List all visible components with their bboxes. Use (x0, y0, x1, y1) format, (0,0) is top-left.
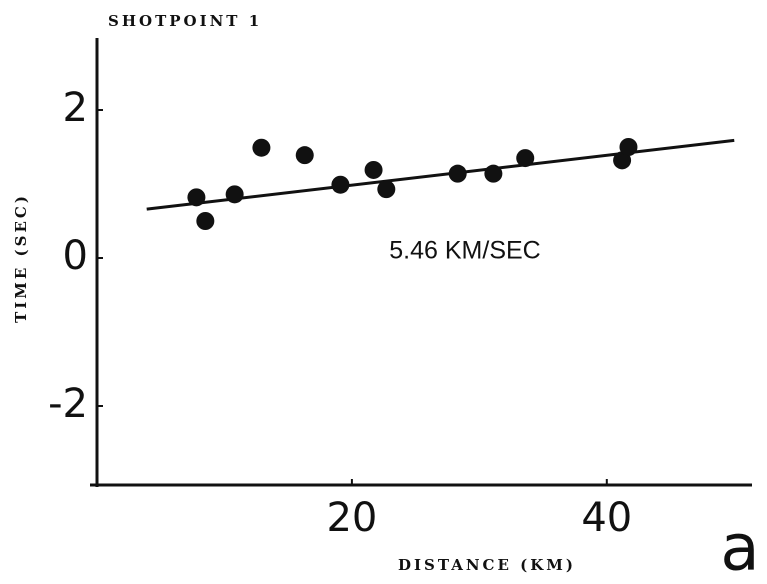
y-tick-label: -2 (48, 381, 88, 427)
y-axis-label: TIME (SEC) (12, 193, 30, 323)
data-point (619, 138, 638, 156)
data-point (448, 164, 467, 183)
x-tick-label: 20 (326, 495, 377, 541)
y-tick-label: 2 (63, 85, 88, 131)
data-point (295, 146, 314, 165)
annotation: 5.46 KM/SEC (389, 237, 540, 265)
panel-label: a (720, 512, 759, 584)
data-point (252, 138, 271, 157)
data-point (613, 151, 632, 170)
data-point (516, 149, 535, 168)
data-point (331, 175, 350, 194)
x-axis-label: DISTANCE (KM) (398, 556, 576, 574)
data-point (377, 180, 396, 199)
data-point (225, 185, 244, 204)
chart-title: SHOTPOINT 1 (108, 12, 262, 30)
y-tick-label: 0 (63, 233, 88, 279)
x-tick-label: 40 (581, 495, 632, 541)
data-point (196, 212, 215, 230)
data-point (364, 160, 383, 179)
fit-line (146, 138, 735, 211)
data-point (187, 188, 206, 207)
data-point (484, 164, 503, 183)
